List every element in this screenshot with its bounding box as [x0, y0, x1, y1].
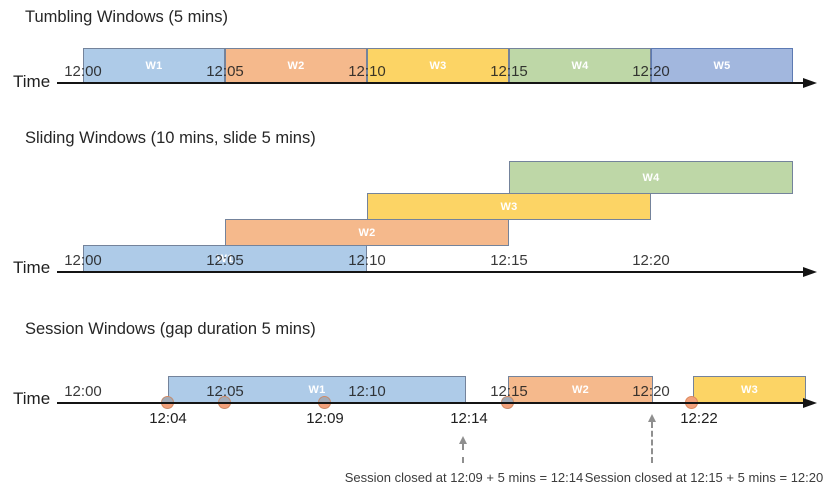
sliding-window-w3-label: W3: [500, 200, 518, 213]
tumbling-tick-1215: 12:15: [490, 63, 528, 80]
session-window-w1-label: W1: [308, 383, 326, 396]
tumbling-window-w3-label: W3: [429, 59, 447, 72]
session-time-axis-label: Time: [13, 389, 51, 408]
session-tick-1210: 12:10: [348, 383, 386, 400]
sliding-tick-1200: 12:00: [64, 252, 102, 269]
sliding-window-w1-label: W1: [216, 253, 234, 265]
session-title: Session Windows (gap duration 5 mins): [25, 320, 316, 338]
tumbling-window-w2-label: W2: [287, 59, 305, 72]
session-window-w3: W3: [693, 376, 806, 403]
sliding-tick-1205: 12:05: [206, 252, 244, 269]
tumbling-axis-arrowhead-icon: [803, 78, 817, 88]
tumbling-time-axis: [57, 82, 805, 84]
sliding-window-w4-label: W4: [642, 171, 660, 184]
session-tick-1215: 12:15: [490, 383, 528, 400]
sliding-window-w1: W1: [83, 245, 367, 273]
tumbling-window-w3: W3: [367, 48, 509, 83]
tumbling-window-w5: W5: [651, 48, 793, 83]
sliding-tick-1210: 12:10: [348, 252, 386, 269]
session2-close-annotation: Session closed at 12:15 + 5 mins = 12:20: [584, 470, 824, 485]
event-label-1209: 12:09: [306, 410, 344, 427]
sliding-time-axis: [57, 271, 805, 273]
tumbling-tick-1220: 12:20: [632, 63, 670, 80]
session-tick-1220: 12:20: [632, 383, 670, 400]
session1-close-annotation: Session closed at 12:09 + 5 mins = 12:14: [344, 470, 584, 485]
tumbling-window-w4-label: W4: [571, 59, 589, 72]
event-label-1214: 12:14: [450, 410, 488, 427]
session-window-w1: W1: [168, 376, 466, 403]
sliding-tick-1220: 12:20: [632, 252, 670, 269]
tumbling-time-axis-label: Time: [13, 72, 51, 91]
session-tick-1200: 12:00: [64, 383, 102, 400]
session-window-w2-label: W2: [571, 383, 590, 396]
tumbling-window-w1: W1: [83, 48, 225, 83]
sliding-axis-arrowhead-icon: [803, 267, 817, 277]
tumbling-window-w1-label: W1: [145, 59, 163, 72]
tumbling-window-w5-label: W5: [713, 59, 731, 72]
session1-close-arrowhead-icon: [459, 436, 467, 444]
session2-close-arrow: [651, 422, 653, 463]
sliding-window-w3: W3: [367, 193, 651, 220]
sliding-tick-1215: 12:15: [490, 252, 528, 269]
sliding-title: Sliding Windows (10 mins, slide 5 mins): [25, 129, 316, 147]
sliding-window-w2-label: W2: [358, 226, 376, 239]
tumbling-tick-1210: 12:10: [348, 63, 386, 80]
session-time-axis: [57, 402, 805, 404]
sliding-time-axis-label: Time: [13, 258, 51, 277]
session-window-w3-label: W3: [740, 383, 759, 396]
event-label-1204: 12:04: [149, 410, 187, 427]
tumbling-tick-1200: 12:00: [64, 63, 102, 80]
sliding-window-w2: W2: [225, 219, 509, 246]
tumbling-tick-1205: 12:05: [206, 63, 244, 80]
session2-close-arrowhead-icon: [648, 414, 656, 422]
session-axis-arrowhead-icon: [803, 398, 817, 408]
sliding-window-w4: W4: [509, 161, 793, 194]
event-label-1222: 12:22: [680, 410, 718, 427]
session-tick-1205: 12:05: [206, 383, 244, 400]
session1-close-arrow: [462, 444, 464, 463]
tumbling-title: Tumbling Windows (5 mins): [25, 8, 228, 26]
